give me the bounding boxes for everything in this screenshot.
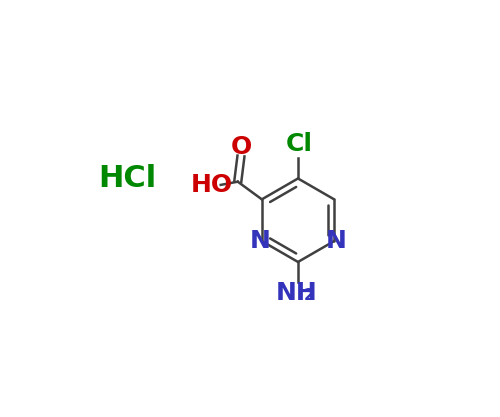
Text: NH: NH <box>276 281 318 305</box>
Text: N: N <box>250 229 270 253</box>
Text: Cl: Cl <box>286 132 313 156</box>
Text: O: O <box>230 135 252 159</box>
Text: N: N <box>326 229 346 253</box>
Text: HO: HO <box>191 173 233 197</box>
Text: 2: 2 <box>304 288 315 303</box>
Text: HCl: HCl <box>98 164 157 193</box>
